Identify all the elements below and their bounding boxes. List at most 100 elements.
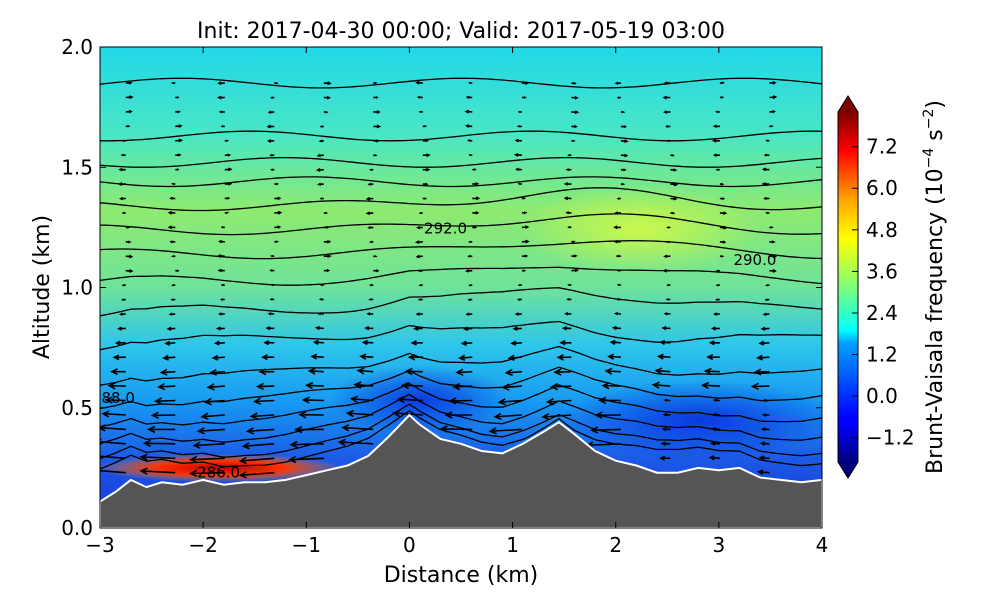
wind-arrow	[769, 269, 777, 273]
wind-arrow	[274, 196, 282, 201]
wind-arrow	[323, 268, 331, 273]
wind-arrow	[670, 197, 678, 201]
wind-arrow	[620, 110, 626, 114]
wind-arrow	[521, 197, 527, 200]
wind-arrow	[521, 269, 527, 272]
wind-arrow	[422, 197, 428, 200]
wind-arrow	[175, 153, 182, 157]
wind-arrow	[559, 339, 572, 346]
wind-arrow	[150, 411, 176, 420]
wind-arrow	[422, 125, 428, 128]
wind-arrow	[422, 139, 430, 143]
wind-arrow	[571, 110, 580, 115]
wind-arrow	[594, 411, 621, 419]
colorbar-label: Brunt-Vaisala frequency (10−4 s−2)	[921, 100, 948, 474]
colorbar-tick-label: 0.0	[866, 384, 898, 408]
wind-arrow	[662, 95, 671, 100]
wind-arrow	[415, 312, 423, 316]
wind-arrow	[719, 240, 727, 244]
wind-arrow	[609, 339, 621, 345]
wind-arrow	[760, 427, 770, 432]
wind-arrow	[162, 354, 176, 361]
wind-arrow	[203, 397, 225, 406]
wind-arrow	[365, 196, 374, 201]
wind-arrow	[620, 182, 626, 186]
wind-arrow	[125, 109, 133, 114]
wind-arrow	[616, 269, 621, 272]
y-tick-label: 1.5	[61, 155, 93, 179]
wind-arrow	[218, 312, 225, 316]
plot-area: 292.0 290.0 288.0 286.0	[100, 47, 822, 528]
wind-arrow	[507, 354, 522, 362]
wind-arrow	[769, 240, 776, 244]
wind-arrow	[154, 397, 176, 405]
wind-arrow	[224, 153, 232, 157]
wind-arrow	[200, 412, 225, 420]
wind-arrow	[266, 124, 275, 129]
wind-arrow	[219, 298, 225, 301]
wind-arrow	[157, 383, 176, 391]
wind-arrow	[265, 326, 275, 331]
wind-arrow	[472, 196, 481, 201]
wind-arrow	[168, 312, 176, 316]
wind-arrow	[616, 197, 621, 200]
wind-arrow	[708, 340, 720, 346]
wind-arrow	[567, 283, 572, 287]
wind-arrow	[274, 240, 279, 243]
wind-arrow	[464, 269, 473, 273]
wind-arrow	[719, 182, 725, 186]
wind-arrow	[224, 139, 230, 142]
wind-arrow	[764, 298, 770, 302]
theta-contour-line	[100, 393, 822, 445]
wind-arrow	[139, 467, 176, 475]
colorbar-tick-label: 2.4	[866, 301, 898, 325]
wind-arrow	[769, 109, 776, 114]
wind-arrow	[189, 469, 225, 478]
wind-arrow	[516, 124, 522, 128]
wind-arrow	[169, 240, 176, 244]
theta-contour-line	[100, 130, 822, 142]
theta-contour-line	[100, 320, 822, 351]
wind-arrow	[521, 81, 530, 85]
wind-arrow	[565, 168, 572, 172]
wind-arrow	[356, 367, 374, 375]
wind-arrow	[415, 80, 423, 85]
wind-arrow	[319, 125, 324, 128]
wind-arrow	[110, 368, 126, 376]
colorbar-tick-label: −1.2	[866, 426, 915, 450]
wind-arrow	[620, 153, 629, 158]
wind-arrow	[120, 153, 126, 157]
wind-arrow	[353, 381, 374, 389]
wind-arrow	[121, 211, 126, 215]
wind-arrow	[366, 312, 374, 316]
wind-arrow	[269, 254, 275, 258]
wind-arrow	[719, 96, 725, 99]
wind-arrow	[656, 353, 671, 360]
theta-contour-line	[100, 156, 822, 168]
wind-arrow	[196, 427, 225, 435]
wind-arrow	[571, 124, 578, 129]
wind-arrow	[361, 339, 374, 346]
colorbar-tick-label: 4.8	[866, 218, 898, 242]
wind-arrow	[712, 412, 720, 417]
wind-arrow	[171, 255, 176, 258]
wind-arrow	[464, 124, 473, 128]
wind-arrow	[267, 110, 275, 114]
wind-arrow	[765, 211, 770, 215]
wind-arrow	[125, 240, 132, 244]
contour-labels: 292.0 290.0 288.0 286.0	[100, 220, 776, 482]
wind-arrow	[175, 168, 180, 171]
wind-arrow	[761, 412, 770, 417]
wind-arrow	[571, 139, 576, 143]
wind-arrow	[512, 326, 522, 331]
wind-arrow	[659, 455, 671, 461]
wind-arrow	[467, 240, 473, 244]
wind-arrow	[565, 211, 572, 215]
wind-arrow	[758, 455, 770, 461]
terrain	[100, 413, 822, 528]
wind-arrow	[245, 427, 275, 435]
wind-arrow	[323, 254, 332, 259]
wind-arrow	[323, 110, 329, 114]
wind-arrow	[719, 197, 726, 201]
